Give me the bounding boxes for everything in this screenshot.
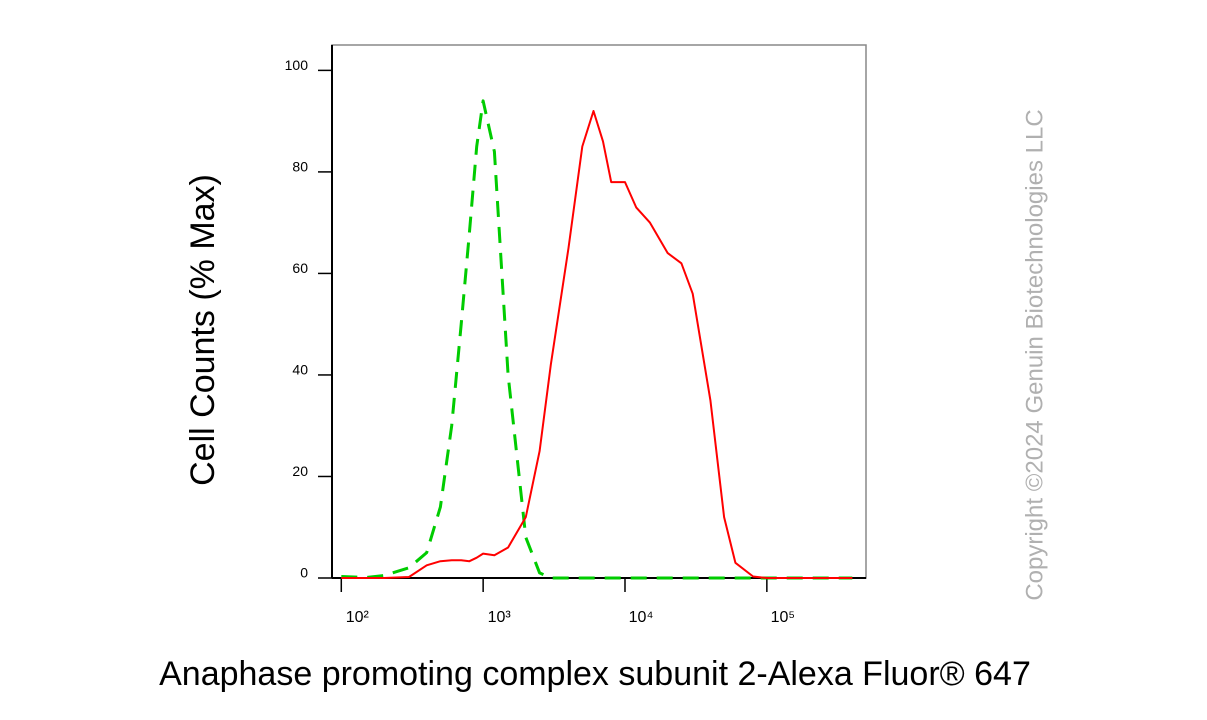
y-tick-label: 100 [285,57,309,73]
watermark: Copyright ©2024 Genuin Biotechnologies L… [1021,109,1048,600]
x-tick-label: 10⁵ [771,609,795,626]
y-tick-label: 60 [292,260,308,276]
x-tick-label: 10³ [488,609,512,626]
plot-frame [331,44,867,579]
x-axis-label: Anaphase promoting complex subunit 2-Ale… [159,655,1031,693]
x-tick-label: 10² [346,609,370,626]
y-tick-label: 80 [292,159,308,175]
y-tick-label: 40 [292,362,308,378]
y-tick-label: 20 [292,463,308,479]
x-tick-label: 10⁴ [629,609,654,626]
y-tick-label: 0 [300,565,308,581]
histogram-line [341,110,853,579]
histogram-line [341,99,853,580]
y-axis-label: Cell Counts (% Max) [184,174,222,486]
